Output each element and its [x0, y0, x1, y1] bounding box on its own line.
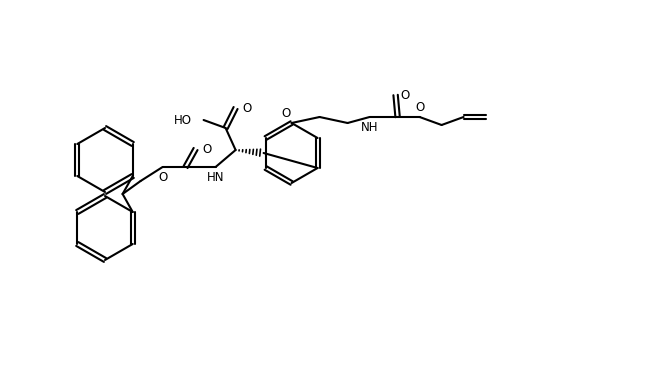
Text: O: O [415, 101, 424, 114]
Text: O: O [202, 142, 212, 155]
Text: HN: HN [207, 171, 224, 184]
Text: HO: HO [173, 114, 192, 127]
Text: O: O [243, 101, 252, 114]
Text: O: O [158, 171, 167, 184]
Text: O: O [281, 107, 290, 120]
Text: O: O [401, 88, 410, 101]
Text: NH: NH [361, 121, 378, 134]
